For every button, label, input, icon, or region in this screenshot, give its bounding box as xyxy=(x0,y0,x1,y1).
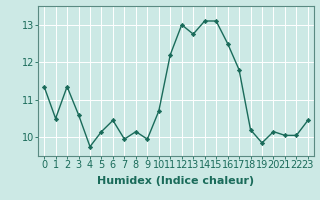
X-axis label: Humidex (Indice chaleur): Humidex (Indice chaleur) xyxy=(97,176,255,186)
